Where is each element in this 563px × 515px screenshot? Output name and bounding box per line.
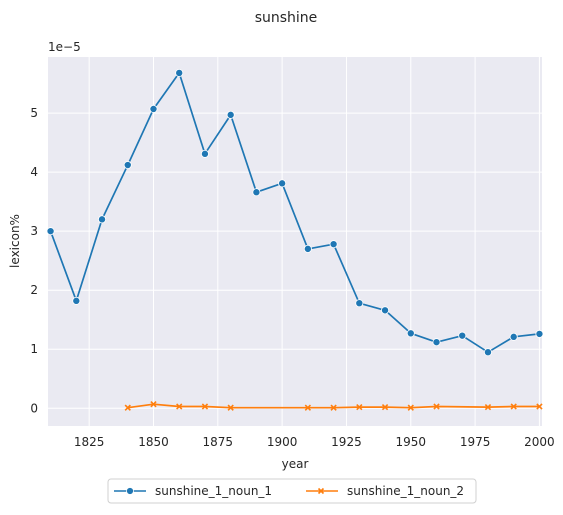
- data-point: [329, 240, 338, 249]
- series-line: [127, 403, 540, 409]
- series-line: [49, 72, 540, 354]
- data-point: [98, 215, 107, 224]
- data-point: [458, 331, 467, 340]
- y-tick-label: 3: [30, 224, 38, 238]
- data-point: [303, 244, 312, 253]
- data-point: [72, 296, 81, 305]
- data-point: [509, 332, 518, 341]
- x-axis-label: year: [282, 457, 309, 471]
- x-tick-label: 1875: [203, 435, 234, 449]
- data-point: [46, 227, 55, 236]
- series-2: [124, 400, 543, 411]
- data-point: [227, 404, 234, 411]
- y-tick-label: 1: [30, 342, 38, 356]
- data-point: [149, 104, 158, 113]
- x-tick-label: 1850: [138, 435, 169, 449]
- data-point: [278, 179, 287, 188]
- data-point: [201, 403, 209, 410]
- data-point: [407, 404, 414, 411]
- data-point: [226, 110, 235, 119]
- data-point: [150, 400, 157, 408]
- y-tick-label: 0: [30, 401, 38, 415]
- legend-marker-series-1: [126, 487, 134, 495]
- series-1: [46, 68, 544, 357]
- data-point: [304, 404, 312, 411]
- series-layer: [46, 68, 544, 411]
- y-tick-label: 2: [30, 283, 38, 297]
- data-point: [484, 403, 492, 411]
- data-point: [432, 338, 441, 347]
- plot-area: [48, 57, 542, 426]
- legend-label-series-2: sunshine_1_noun_2: [347, 484, 464, 498]
- grid-lines: [48, 57, 542, 426]
- data-point: [355, 299, 364, 308]
- data-point: [123, 161, 132, 170]
- data-point: [483, 348, 492, 357]
- data-point: [330, 404, 337, 411]
- legend: sunshine_1_noun_1 sunshine_1_noun_2: [107, 478, 477, 504]
- y-scale-multiplier: 1e−5: [48, 40, 81, 54]
- y-tick-label: 4: [30, 165, 38, 179]
- data-point: [124, 404, 131, 411]
- legend-label-series-1: sunshine_1_noun_1: [155, 484, 272, 498]
- x-tick-label: 1975: [460, 435, 491, 449]
- data-point: [535, 329, 544, 338]
- chart-title: sunshine: [255, 10, 318, 26]
- data-point: [381, 306, 390, 315]
- y-axis-label: lexicon%: [8, 214, 22, 268]
- x-tick-label: 1950: [396, 435, 427, 449]
- y-tick-labels: 0 1 2 3 4 5: [30, 106, 38, 415]
- data-point: [200, 149, 209, 158]
- x-tick-label: 1900: [267, 435, 298, 449]
- x-tick-label: 1825: [74, 435, 105, 449]
- x-tick-labels: 1825 1850 1875 1900 1925 1950 1975 2000: [74, 435, 555, 449]
- data-point: [406, 329, 415, 338]
- x-tick-label: 2000: [524, 435, 555, 449]
- y-tick-label: 5: [30, 106, 38, 120]
- data-point: [175, 68, 184, 77]
- data-point: [252, 188, 261, 197]
- legend-box: [107, 478, 477, 504]
- legend-marker-series-2: [317, 487, 325, 495]
- data-point: [510, 403, 517, 410]
- x-tick-label: 1925: [331, 435, 362, 449]
- data-point: [433, 403, 440, 410]
- data-point: [356, 403, 363, 411]
- data-point: [176, 403, 183, 410]
- data-point: [536, 403, 543, 410]
- data-point: [381, 403, 389, 411]
